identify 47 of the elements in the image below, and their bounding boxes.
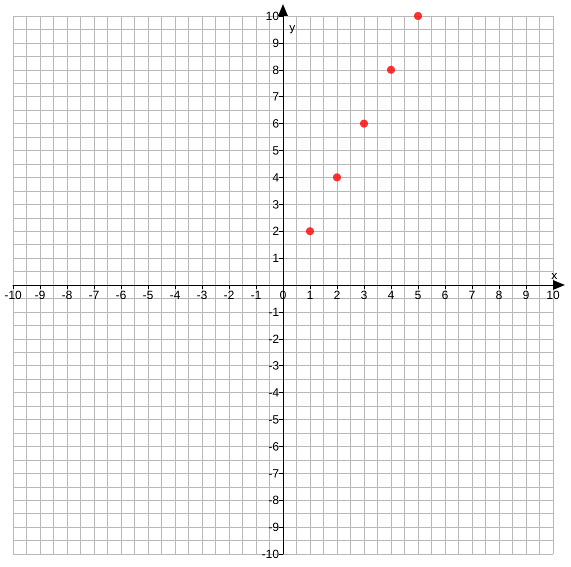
y-tick-label: -1 [268,304,280,319]
x-tick-label: -5 [142,288,154,302]
x-tick-label: -3 [196,288,208,302]
x-tick-label: 10 [546,288,560,302]
x-axis-title: x [551,269,558,282]
x-tick-label: -4 [170,288,181,302]
x-tick-label: 6 [442,288,449,302]
y-tick-label: 1 [272,251,280,266]
x-tick-label: 1 [306,288,314,302]
x-tick-label: 5 [414,288,422,302]
x-tick-label: -1 [250,288,262,302]
y-tick-label: -9 [268,520,280,534]
x-tick-label: -7 [88,288,100,302]
y-tick-label: -7 [268,466,280,480]
x-tick-label: 7 [468,288,476,302]
y-tick-label: -4 [268,386,280,400]
y-axis-title: y [289,21,296,34]
y-tick-label: -3 [268,358,280,373]
y-tick-label: -8 [268,493,280,508]
y-tick-label: 4 [272,170,280,184]
y-tick-label: -2 [268,332,280,346]
x-tick-label: 8 [496,288,503,302]
y-tick-label: 6 [272,116,280,131]
x-tick-label: -8 [62,288,73,302]
x-tick-label: -6 [116,288,127,302]
y-tick-label: -6 [268,439,280,454]
point [333,173,341,182]
x-tick-label: 9 [522,288,530,302]
point [414,12,422,20]
y-tick-label: 10 [266,9,280,23]
y-tick-label: -5 [268,412,280,426]
y-tick-label: 5 [272,144,280,158]
x-tick-label: -10 [4,288,22,302]
y-tick-label: -10 [262,547,280,561]
x-tick-label: 3 [360,288,368,302]
x-tick-label: 4 [388,288,395,302]
point [387,66,395,74]
y-tick-label: 3 [272,197,280,212]
x-tick-label: -2 [224,288,235,302]
point [306,227,314,236]
x-tick-label: 2 [334,288,341,302]
y-tick-label: 2 [272,224,280,238]
point [360,120,368,128]
y-tick-label: 8 [272,62,280,77]
y-tick-label: 7 [272,90,280,104]
x-tick-label: -9 [34,288,46,302]
y-tick-label: 9 [272,36,280,50]
